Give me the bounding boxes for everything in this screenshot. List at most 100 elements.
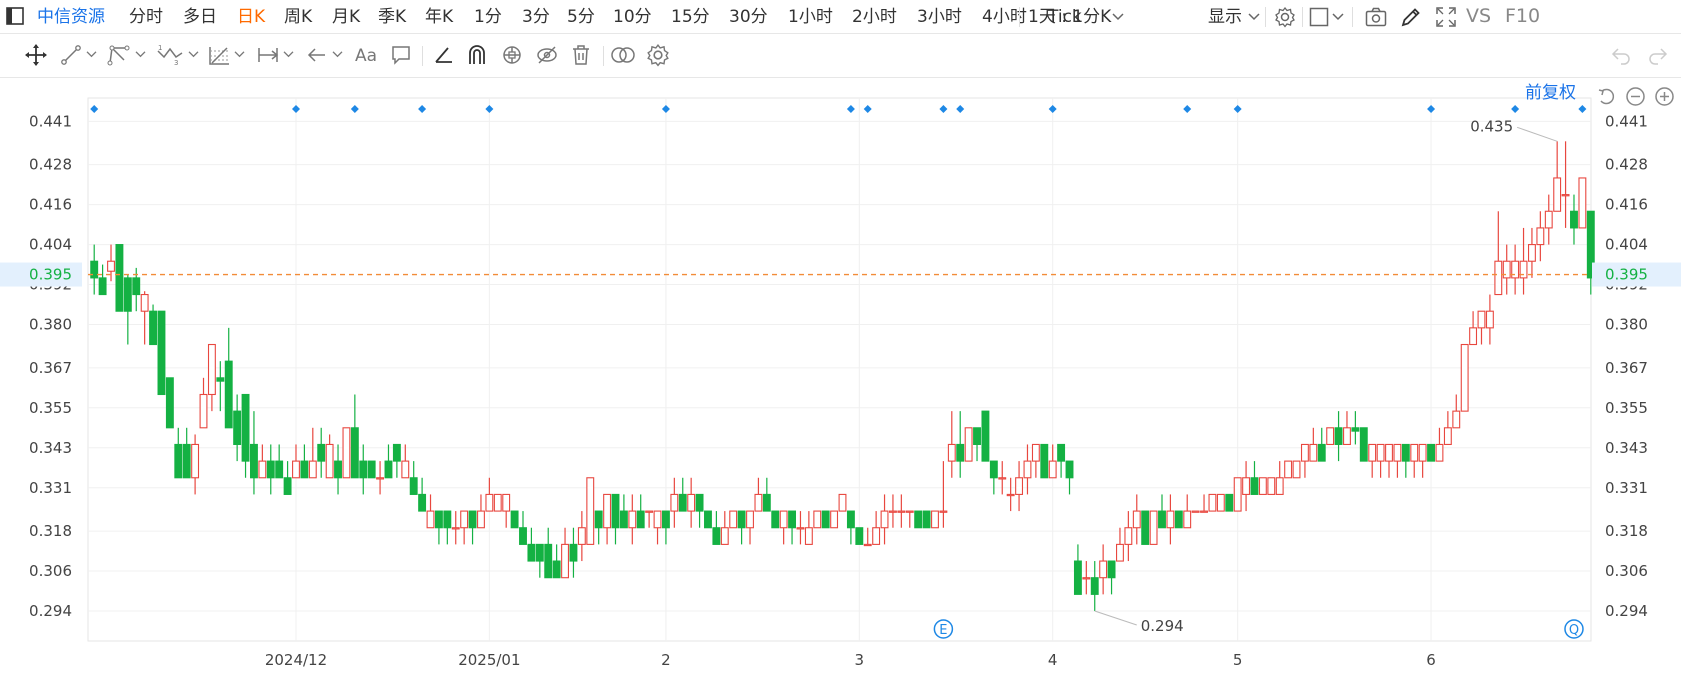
f10-button[interactable]: F10: [1505, 5, 1541, 27]
ruler-angle-icon[interactable]: [433, 44, 455, 66]
candle: [1166, 494, 1175, 545]
measure-tool-icon[interactable]: [256, 44, 280, 66]
candle-body: [922, 510, 931, 529]
candle: [939, 461, 948, 528]
zoom-out-icon[interactable]: [1625, 86, 1646, 107]
candle-body: [1107, 560, 1116, 579]
period-tab[interactable]: 多日: [183, 7, 217, 27]
fibonacci-tool-icon[interactable]: [207, 43, 231, 67]
candle-body: [123, 277, 132, 312]
period-tab[interactable]: 1分: [474, 7, 502, 27]
candle-body: [359, 460, 368, 479]
chevron-down-icon[interactable]: [188, 50, 199, 59]
candle-body: [1090, 577, 1099, 595]
magnet-icon[interactable]: [466, 43, 488, 67]
hide-draw-icon[interactable]: [535, 43, 559, 67]
period-tab[interactable]: 分时: [129, 7, 163, 27]
period-combo-select[interactable]: 1天 : 1分K: [1028, 7, 1112, 27]
camera-icon[interactable]: [1365, 7, 1387, 27]
chevron-down-icon[interactable]: [1248, 12, 1260, 22]
candle: [1477, 310, 1486, 345]
event-marker[interactable]: Q: [1564, 619, 1584, 639]
kline-chart[interactable]: 0.441 0.441 0.428 0.428 0.416 0.416 0.404 0.404…: [0, 78, 1681, 675]
candle: [359, 444, 368, 495]
candle: [1216, 493, 1225, 512]
candle-body: [250, 443, 258, 479]
chevron-down-icon[interactable]: [332, 50, 343, 59]
stock-name[interactable]: 中信资源: [37, 7, 105, 27]
chevron-down-icon[interactable]: [135, 50, 146, 59]
delete-icon[interactable]: [570, 43, 592, 67]
redo-icon[interactable]: [1647, 44, 1669, 66]
period-tab[interactable]: 季K: [378, 7, 407, 27]
candle-body: [1368, 443, 1377, 462]
period-tab[interactable]: 4小时: [982, 7, 1027, 27]
candle: [342, 427, 351, 479]
polyline-tool-icon[interactable]: [107, 44, 131, 66]
period-tab[interactable]: 周K: [284, 7, 313, 27]
candle-body: [1452, 410, 1461, 429]
overlay-compare-icon[interactable]: [610, 44, 636, 66]
period-tab[interactable]: 30分: [729, 7, 768, 27]
period-tab[interactable]: 1小时: [788, 7, 833, 27]
crosshair-move-icon[interactable]: [24, 43, 48, 67]
candle-body: [1116, 543, 1124, 562]
period-tab[interactable]: Tick: [1048, 7, 1082, 27]
text-tool-icon[interactable]: Aa: [354, 44, 380, 66]
y-tick-label-right: 0.331: [1605, 479, 1648, 497]
candle: [855, 527, 864, 545]
chevron-down-icon[interactable]: [1332, 12, 1344, 22]
period-tab[interactable]: 日K: [237, 7, 266, 27]
arrow-tool-icon[interactable]: [306, 44, 328, 66]
zoom-in-icon[interactable]: [1654, 86, 1675, 107]
lock-draw-icon[interactable]: [500, 43, 524, 67]
period-tab[interactable]: 2小时: [852, 7, 897, 27]
candle-body: [628, 510, 637, 529]
candle-body: [1494, 260, 1503, 296]
pattern-tool-icon[interactable]: 13: [155, 43, 185, 67]
candle: [1225, 493, 1234, 512]
chevron-down-icon[interactable]: [86, 50, 97, 59]
candle: [973, 427, 981, 462]
period-tab[interactable]: 月K: [332, 7, 361, 27]
period-tab[interactable]: 10分: [613, 7, 652, 27]
fullscreen-icon[interactable]: [1435, 6, 1457, 28]
chevron-down-icon[interactable]: [234, 50, 245, 59]
candle-body: [603, 493, 612, 529]
reset-icon[interactable]: [1597, 87, 1617, 107]
period-tab[interactable]: 5分: [567, 7, 595, 27]
candle: [451, 511, 460, 545]
event-marker[interactable]: E: [933, 619, 954, 639]
draw-settings-icon[interactable]: [646, 43, 670, 67]
y-tick-label-left: 0.380: [29, 316, 72, 334]
period-tab[interactable]: 15分: [671, 7, 710, 27]
vs-compare-button[interactable]: VS: [1466, 5, 1492, 27]
candle: [1351, 411, 1360, 445]
price-adjust-button[interactable]: 前复权: [1525, 83, 1576, 103]
candle-body: [434, 510, 443, 529]
candle-body: [1460, 343, 1469, 412]
sidebar-toggle-icon[interactable]: [6, 7, 24, 25]
candle: [350, 394, 359, 479]
chevron-down-icon[interactable]: [1112, 12, 1124, 22]
chevron-down-icon[interactable]: [283, 50, 294, 59]
period-tab[interactable]: 年K: [425, 7, 454, 27]
candle: [888, 494, 897, 528]
candle-body: [779, 510, 788, 529]
period-tab[interactable]: 3小时: [917, 7, 962, 27]
candle-body: [956, 443, 965, 462]
candle-body: [1570, 210, 1578, 229]
undo-icon[interactable]: [1610, 44, 1632, 66]
candle: [1158, 494, 1166, 529]
candle: [1057, 443, 1066, 478]
pencil-icon[interactable]: [1400, 6, 1422, 28]
settings-gear-icon[interactable]: [1274, 6, 1296, 28]
dividend-marker: [1183, 105, 1192, 113]
comment-tool-icon[interactable]: [390, 44, 412, 66]
period-tab[interactable]: 3分: [522, 7, 550, 27]
layout-square-icon[interactable]: [1309, 7, 1329, 27]
line-tool-icon[interactable]: [60, 44, 82, 66]
x-tick-label: 6: [1426, 651, 1436, 669]
display-menu[interactable]: 显示: [1208, 7, 1242, 27]
dividend-marker: [1048, 105, 1057, 113]
